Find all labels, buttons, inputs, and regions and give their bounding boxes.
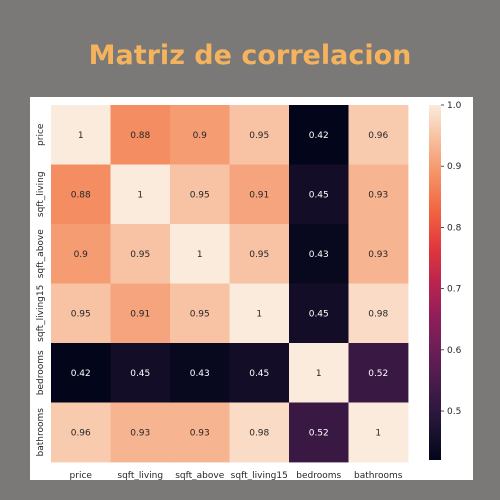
y-tick-label-sqft_living: sqft_living <box>36 171 46 217</box>
colorbar-tick-label-0.5: 0.5 <box>447 407 461 417</box>
heatmap-cell-1-0 <box>51 164 111 225</box>
heatmap-cell-0-0 <box>51 105 111 165</box>
cell-label-5-2: 0.93 <box>190 428 210 438</box>
heatmap-cell-0-5 <box>348 105 409 165</box>
heatmap-cell-4-1 <box>110 343 171 403</box>
heatmap-cell-4-2 <box>170 343 230 403</box>
cell-label-2-0: 0.9 <box>74 250 89 260</box>
colorbar-tick-label-1.0: 1.0 <box>447 101 462 111</box>
heatmap-cell-3-4 <box>289 283 349 344</box>
cell-label-1-3: 0.91 <box>249 190 269 200</box>
colorbar <box>429 105 441 460</box>
y-tick-label-sqft_living15: sqft_living15 <box>36 285 46 342</box>
heatmap-cell-2-1 <box>110 224 171 284</box>
cell-label-5-5: 1 <box>375 428 381 438</box>
heatmap-cell-2-0 <box>51 224 111 284</box>
heatmap-cell-5-4 <box>289 402 349 463</box>
x-tick-label-sqft_living15: sqft_living15 <box>231 471 288 480</box>
cell-label-1-0: 0.88 <box>71 190 91 200</box>
cell-label-0-0: 1 <box>78 131 84 141</box>
heatmap-cell-3-5 <box>348 283 409 344</box>
correlation-heatmap: 1 0.88 0.9 0.95 0.42 0.960.88 1 0.95 0.91 0.45 0.9… <box>36 101 462 480</box>
cell-label-1-2: 0.95 <box>190 190 210 200</box>
x-tick-label-sqft_living: sqft_living <box>117 471 163 480</box>
x-tick-label-sqft_above: sqft_above <box>175 471 225 480</box>
heatmap-cell-5-0 <box>51 402 111 463</box>
x-tick-label-price: price <box>70 471 93 480</box>
cell-label-3-1: 0.91 <box>130 309 150 319</box>
y-tick-label-bedrooms: bedrooms <box>36 350 46 395</box>
x-tick-label-bathrooms: bathrooms <box>354 471 403 480</box>
cell-label-0-2: 0.9 <box>193 131 208 141</box>
colorbar-tick-label-0.6: 0.6 <box>447 346 462 356</box>
cell-label-2-2: 1 <box>197 250 203 260</box>
colorbar-tick-label-0.9: 0.9 <box>447 162 462 172</box>
cell-label-2-3: 0.95 <box>249 250 269 260</box>
heatmap-cell-0-4 <box>289 105 349 165</box>
heatmap-cell-0-3 <box>229 105 290 165</box>
cell-label-2-5: 0.93 <box>368 250 388 260</box>
heatmap-cell-5-1 <box>110 402 171 463</box>
heatmap-cell-4-0 <box>51 343 111 403</box>
cell-label-5-0: 0.96 <box>71 428 91 438</box>
heatmap-cell-1-1 <box>110 164 171 225</box>
chart-title: Matriz de correlacion <box>88 40 412 71</box>
heatmap-cell-4-4 <box>289 343 349 403</box>
cell-label-4-5: 0.52 <box>368 369 388 379</box>
cell-label-4-4: 1 <box>316 369 322 379</box>
heatmap-cell-5-3 <box>229 402 290 463</box>
cell-label-0-5: 0.96 <box>368 131 388 141</box>
heatmap-cell-2-5 <box>348 224 409 284</box>
heatmap-cell-2-3 <box>229 224 290 284</box>
cell-label-4-2: 0.43 <box>190 369 210 379</box>
heatmap-cell-0-2 <box>170 105 230 165</box>
heatmap-cell-3-1 <box>110 283 171 344</box>
heatmap-cell-1-3 <box>229 164 290 225</box>
cell-label-0-4: 0.42 <box>309 131 329 141</box>
cell-label-5-3: 0.98 <box>249 428 269 438</box>
heatmap-cell-1-2 <box>170 164 230 225</box>
heatmap-cell-3-3 <box>229 283 290 344</box>
y-tick-label-price: price <box>36 123 46 146</box>
cell-label-0-1: 0.88 <box>130 131 150 141</box>
heatmap-cell-1-5 <box>348 164 409 225</box>
cell-label-3-0: 0.95 <box>71 309 91 319</box>
heatmap-cell-2-2 <box>170 224 230 284</box>
chart-panel: 1 0.88 0.9 0.95 0.42 0.96 0.88 1 0.95 0.91 0.45 0.9… <box>30 97 473 480</box>
heatmap-cell-5-5 <box>348 402 409 463</box>
cell-label-4-1: 0.45 <box>130 369 150 379</box>
x-tick-label-bedrooms: bedrooms <box>296 471 341 480</box>
cell-label-2-4: 0.43 <box>309 250 329 260</box>
cell-label-2-1: 0.95 <box>130 250 150 260</box>
cell-label-5-1: 0.93 <box>130 428 150 438</box>
cell-label-3-2: 0.95 <box>190 309 210 319</box>
heatmap-cell-1-4 <box>289 164 349 225</box>
heatmap-cell-3-0 <box>51 283 111 344</box>
cell-label-3-3: 1 <box>256 309 262 319</box>
cell-label-4-0: 0.42 <box>71 369 91 379</box>
heatmap-cell-4-3 <box>229 343 290 403</box>
cell-label-4-3: 0.45 <box>249 369 269 379</box>
heatmap-cell-0-1 <box>110 105 171 165</box>
colorbar-tick-label-0.7: 0.7 <box>447 285 461 295</box>
cell-label-5-4: 0.52 <box>309 428 329 438</box>
y-tick-label-bathrooms: bathrooms <box>36 408 46 457</box>
cell-label-1-5: 0.93 <box>368 190 388 200</box>
cell-label-3-4: 0.45 <box>309 309 329 319</box>
heatmap-cell-4-5 <box>348 343 409 403</box>
cell-label-3-5: 0.98 <box>368 309 388 319</box>
cell-label-0-3: 0.95 <box>249 131 269 141</box>
cell-label-1-4: 0.45 <box>309 190 329 200</box>
colorbar-tick-label-0.8: 0.8 <box>447 223 462 233</box>
heatmap-cell-3-2 <box>170 283 230 344</box>
heatmap-cell-2-4 <box>289 224 349 284</box>
cell-label-1-1: 1 <box>137 190 143 200</box>
heatmap-cell-5-2 <box>170 402 230 463</box>
y-tick-label-sqft_above: sqft_above <box>36 229 46 279</box>
